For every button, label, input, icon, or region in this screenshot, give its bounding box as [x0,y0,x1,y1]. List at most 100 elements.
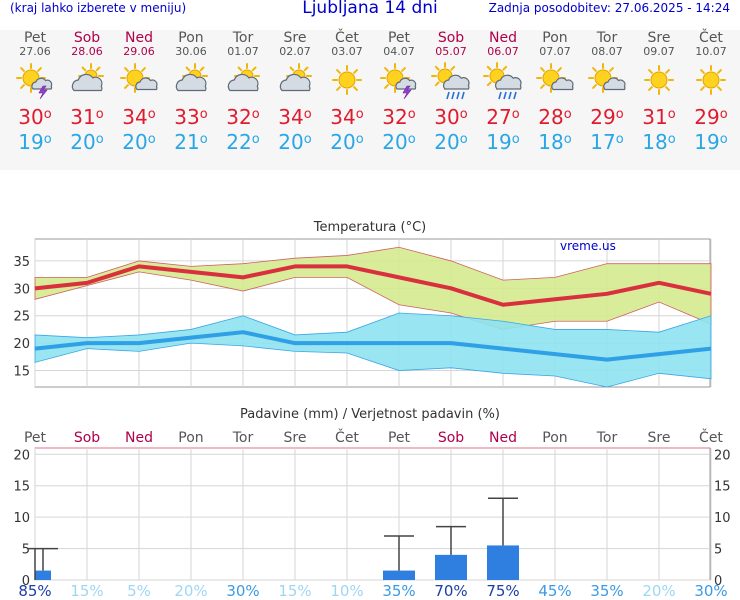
day-date: 08.07 [591,45,623,58]
sun-cloud-storm-icon [373,62,425,102]
min-temp: 18o [642,130,676,154]
day-column: Sob 28.06 31o 20o [61,30,113,155]
y-tick-label-left: 0 [22,574,30,589]
max-temp: 34o [122,105,156,129]
min-temp-line [34,330,712,362]
menu-hint[interactable]: (kraj lahko izberete v meniju) [10,1,187,15]
day-name: Tor [232,30,254,46]
day-date: 07.07 [539,45,571,58]
y-tick-label-right: 5 [714,543,722,558]
day-label: Tor [596,430,618,446]
y-tick-label: 30 [13,282,30,297]
temperature-chart-title: Temperatura (°C) [313,220,427,235]
day-date: 30.06 [175,45,207,58]
day-name: Tor [596,30,618,46]
day-label: Čet [699,428,723,446]
day-column: Ned 06.07 27o 19o [477,30,529,155]
day-label: Pon [178,430,203,446]
precip-probability: 5% [127,582,151,600]
day-name: Sob [437,30,465,46]
temperature-plot: 15 20 25 30 35 [13,238,712,388]
day-label: Sob [438,430,464,446]
precip-probability: 15% [70,582,104,600]
sun-icon [321,62,373,102]
page-title: Ljubljana 14 dni [302,0,438,18]
max-temp: 34o [330,105,364,129]
y-tick-label-left: 20 [13,448,30,463]
max-temp: 30o [18,105,52,129]
day-date: 03.07 [331,45,363,58]
day-date: 10.07 [695,45,727,58]
day-name: Pon [178,30,204,46]
min-temp-range-band [34,312,712,388]
min-temp: 19o [486,130,520,154]
max-temp: 34o [278,105,312,129]
sun-cloud-storm-icon [9,62,61,102]
precip-probability: 10% [330,582,364,600]
day-date: 06.07 [487,45,519,58]
day-name: Sob [73,30,101,46]
day-column: Pet 27.06 30o 19o [9,30,61,155]
precip-probability: 30% [694,582,728,600]
day-date: 02.07 [279,45,311,58]
sun-icon [633,62,685,102]
sun-cloud-icon [529,62,581,102]
precip-bar [35,570,51,580]
day-name: Čet [699,30,723,46]
day-column: Ned 29.06 34o 20o [113,30,165,155]
day-label: Sre [648,430,671,446]
precip-probability: 70% [434,582,468,600]
day-column: Čet 10.07 29o 19o [685,30,737,155]
plot-frame [34,447,711,581]
min-temp: 20o [382,130,416,154]
day-label: Sob [74,430,100,446]
cloud-sun-icon [217,62,269,102]
precipitation-chart-title: Padavine (mm) / Verjetnost padavin (%) [240,407,500,422]
day-label: Čet [335,428,359,446]
day-name: Ned [125,30,153,46]
day-label: Pon [542,430,567,446]
min-temp: 20o [330,130,364,154]
y-tick-label-right: 15 [714,480,731,495]
precipitation-chart: Padavine (mm) / Verjetnost padavin (%) P… [0,400,740,600]
cloud-sun-icon [165,62,217,102]
y-tick-label-left: 10 [13,511,30,526]
max-temp: 33o [174,105,208,129]
precip-probability: 20% [642,582,676,600]
day-name: Pet [23,30,47,46]
precip-probability: 75% [486,582,520,600]
max-temp: 31o [642,105,676,129]
daily-forecast-strip: Pet 27.06 30o 19o Sob 28.06 31o 20o Ned 29.06 34o 2… [0,30,740,170]
max-temp: 31o [70,105,104,129]
header-bar: (kraj lahko izberete v meniju) Ljubljana… [0,0,740,22]
day-column: Tor 08.07 29o 17o [581,30,633,155]
sun-cloud-rain-icon [425,62,477,102]
max-temp: 29o [694,105,728,129]
min-temp: 19o [18,130,52,154]
cloud-sun-icon [269,62,321,102]
day-column: Tor 01.07 32o 22o [217,30,269,155]
precip-probability: 30% [226,582,260,600]
day-name: Sre [647,30,671,46]
min-temp: 17o [590,130,624,154]
day-date: 09.07 [643,45,675,58]
max-temp: 32o [226,105,260,129]
max-temp: 27o [486,105,520,129]
day-name: Pon [542,30,568,46]
min-temp: 20o [278,130,312,154]
temperature-chart: Temperatura (°C) 15 20 25 30 35 vreme.us [0,215,740,395]
precip-probability: 15% [278,582,312,600]
last-updated: Zadnja posodobitev: 27.06.2025 - 14:24 [488,1,730,15]
precip-bar [383,570,415,580]
day-label: Ned [125,430,153,446]
min-temp: 20o [70,130,104,154]
y-tick-label: 35 [13,255,30,270]
y-tick-label: 25 [13,310,30,325]
day-date: 05.07 [435,45,467,58]
day-label: Sre [284,430,307,446]
day-column: Pon 30.06 33o 21o [165,30,217,155]
y-tick-label-right: 20 [714,448,731,463]
min-temp: 20o [122,130,156,154]
day-date: 28.06 [71,45,103,58]
cloud-sun-icon [61,62,113,102]
